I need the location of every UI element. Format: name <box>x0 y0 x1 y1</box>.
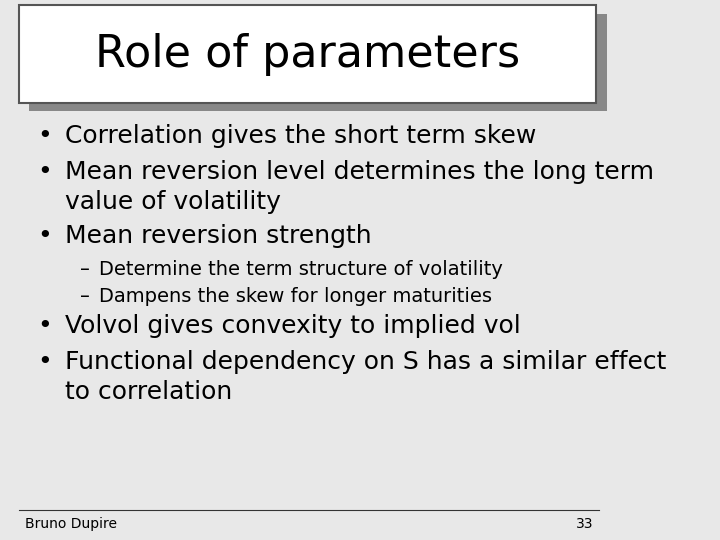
Text: Role of parameters: Role of parameters <box>94 32 520 76</box>
Text: Mean reversion strength: Mean reversion strength <box>65 224 372 248</box>
Text: Bruno Dupire: Bruno Dupire <box>24 517 117 531</box>
Text: Functional dependency on S has a similar effect
to correlation: Functional dependency on S has a similar… <box>65 350 666 404</box>
FancyBboxPatch shape <box>29 14 607 111</box>
Text: •: • <box>37 224 52 248</box>
Text: •: • <box>37 160 52 184</box>
Text: Correlation gives the short term skew: Correlation gives the short term skew <box>65 124 536 148</box>
Text: Dampens the skew for longer maturities: Dampens the skew for longer maturities <box>99 287 492 306</box>
Text: –: – <box>81 287 90 306</box>
FancyBboxPatch shape <box>19 5 596 103</box>
Text: 33: 33 <box>576 517 593 531</box>
Text: Volvol gives convexity to implied vol: Volvol gives convexity to implied vol <box>65 314 521 338</box>
Text: •: • <box>37 314 52 338</box>
Text: Mean reversion level determines the long term
value of volatility: Mean reversion level determines the long… <box>65 160 654 214</box>
Text: •: • <box>37 350 52 374</box>
Text: –: – <box>81 260 90 279</box>
Text: Determine the term structure of volatility: Determine the term structure of volatili… <box>99 260 503 279</box>
Text: •: • <box>37 124 52 148</box>
